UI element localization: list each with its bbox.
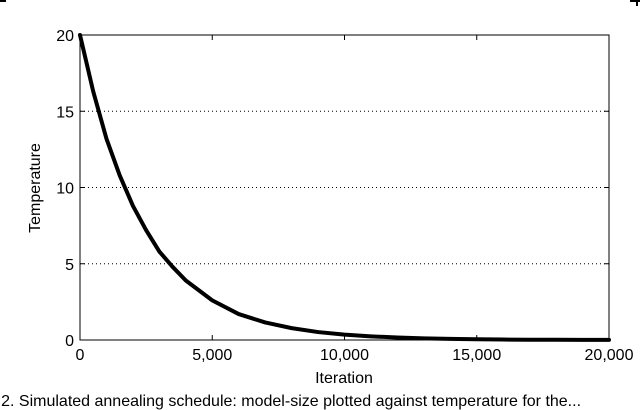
- x-tick-label: 20,000: [585, 347, 634, 364]
- grid-lines: [80, 110, 609, 265]
- y-tick-label: 15: [56, 104, 74, 121]
- figure-caption: Fig. 2. Simulated annealing schedule: mo…: [0, 393, 581, 410]
- x-axis: 0 5,000 10,000 15,000 20,000: [76, 35, 634, 364]
- y-axis: 0 5 10 15 20: [56, 28, 609, 350]
- page-corner-mark-left: [0, 0, 6, 2]
- x-tick-label: 5,000: [192, 347, 232, 364]
- page-corner-mark-right-vertical: [636, 0, 638, 6]
- x-tick-label: 15,000: [452, 347, 501, 364]
- y-tick-label: 5: [65, 257, 74, 274]
- x-axis-title: Iteration: [315, 370, 373, 387]
- x-tick-label: 0: [76, 347, 85, 364]
- y-tick-label: 0: [65, 333, 74, 350]
- y-tick-label: 20: [56, 28, 74, 45]
- y-axis-title: Temperature: [27, 143, 44, 233]
- x-tick-label: 10,000: [320, 347, 369, 364]
- y-tick-label: 10: [56, 181, 74, 198]
- page-corner-mark-right: [630, 0, 640, 2]
